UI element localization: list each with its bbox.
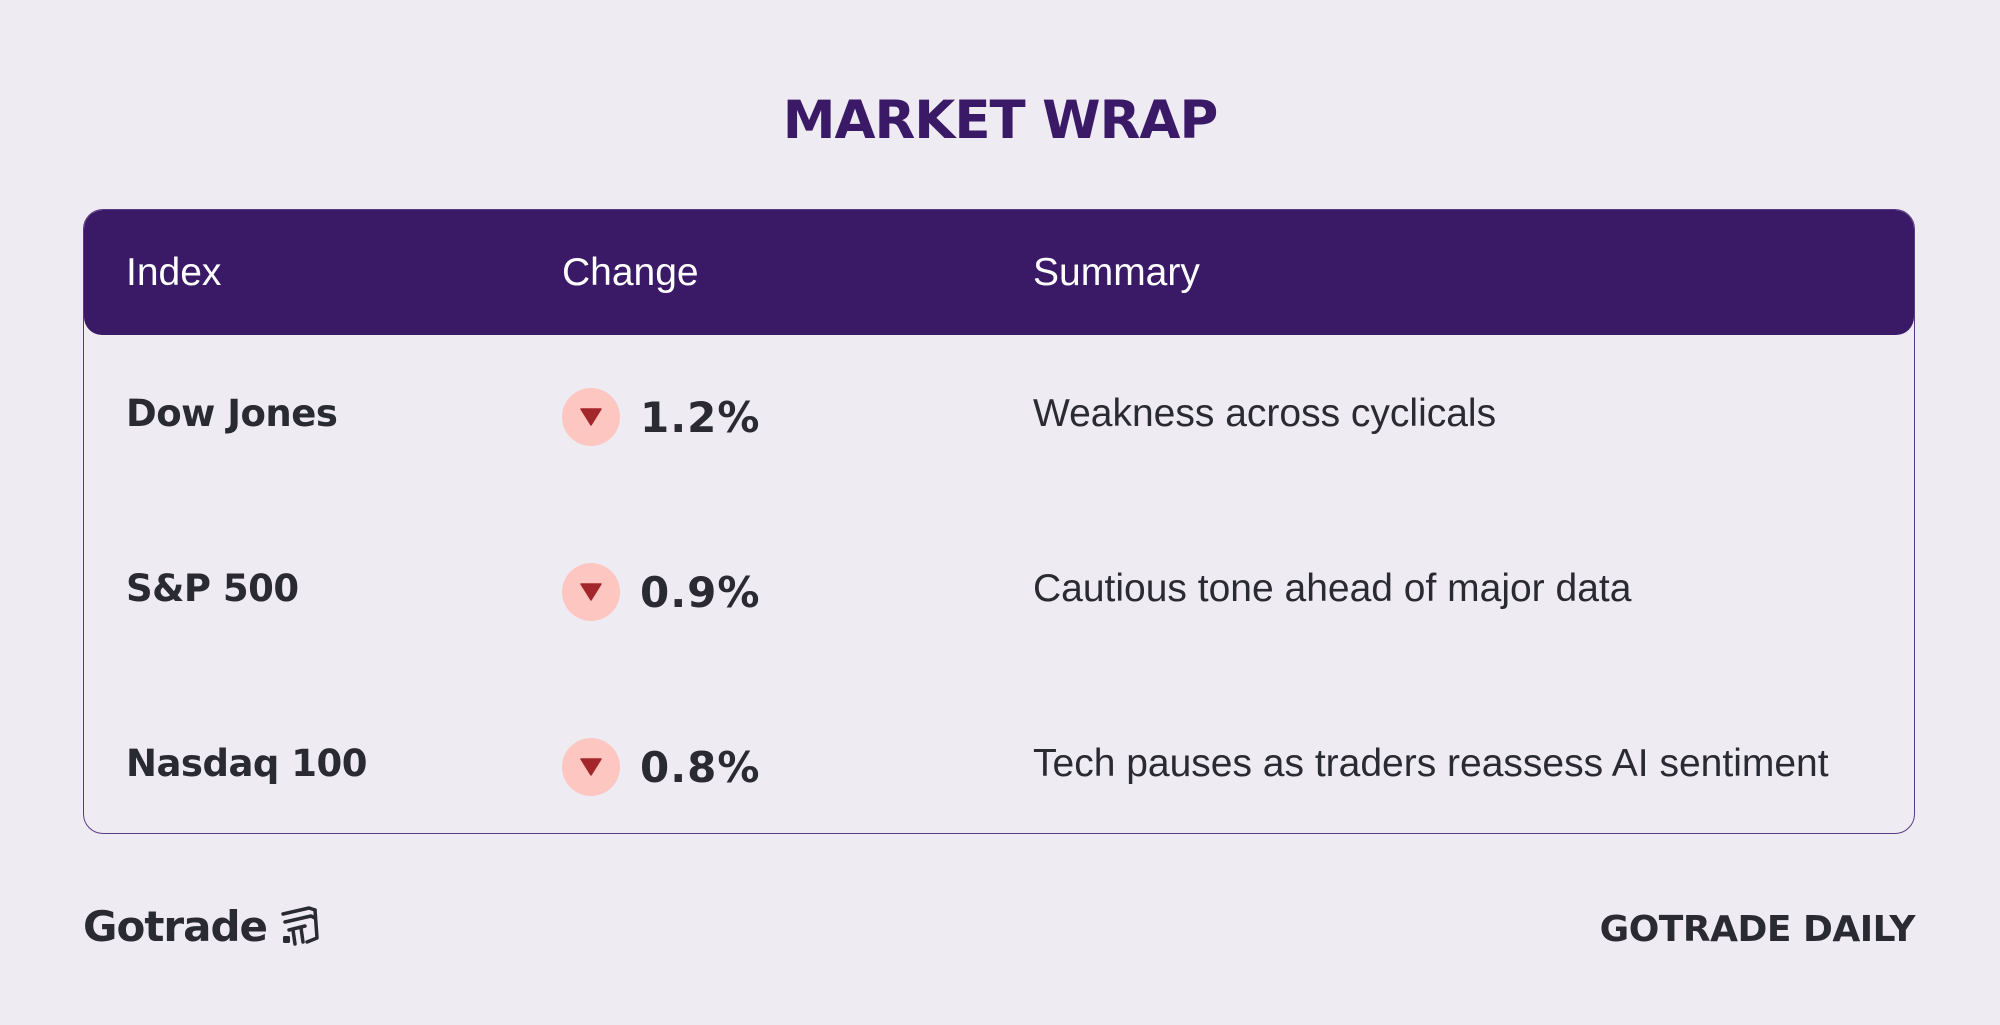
- change-cell: 0.8%: [562, 704, 760, 824]
- table-header: Index Change Summary: [84, 210, 1914, 335]
- table-row: S&P 500 0.9% Cautious tone ahead of majo…: [84, 529, 1914, 649]
- market-table: Index Change Summary Dow Jones 1.2% Weak…: [83, 209, 1915, 834]
- change-cell: 1.2%: [562, 354, 760, 474]
- header-change: Change: [562, 251, 699, 294]
- footer-tagline: GOTRADE DAILY: [1599, 909, 1916, 950]
- brand-name: Gotrade: [83, 901, 268, 951]
- down-arrow-icon: [562, 388, 620, 446]
- page-title: MARKET WRAP: [782, 90, 1219, 151]
- change-value: 0.9%: [640, 567, 761, 617]
- index-name: S&P 500: [126, 567, 299, 610]
- header-index: Index: [126, 251, 222, 294]
- change-cell: 0.9%: [562, 529, 760, 649]
- summary-text: Tech pauses as traders reassess AI senti…: [1033, 742, 1829, 785]
- down-arrow-icon: [562, 738, 620, 796]
- gotrade-logo-icon: [281, 906, 319, 946]
- summary-text: Cautious tone ahead of major data: [1033, 567, 1632, 610]
- index-name: Nasdaq 100: [126, 742, 368, 785]
- index-name: Dow Jones: [126, 392, 338, 435]
- change-value: 0.8%: [640, 742, 761, 792]
- change-value: 1.2%: [640, 392, 761, 442]
- gotrade-logo: Gotrade: [83, 896, 321, 956]
- down-arrow-icon: [562, 563, 620, 621]
- table-row: Nasdaq 100 0.8% Tech pauses as traders r…: [84, 704, 1914, 824]
- header-summary: Summary: [1033, 251, 1200, 294]
- summary-text: Weakness across cyclicals: [1033, 392, 1497, 435]
- table-row: Dow Jones 1.2% Weakness across cyclicals: [84, 354, 1914, 474]
